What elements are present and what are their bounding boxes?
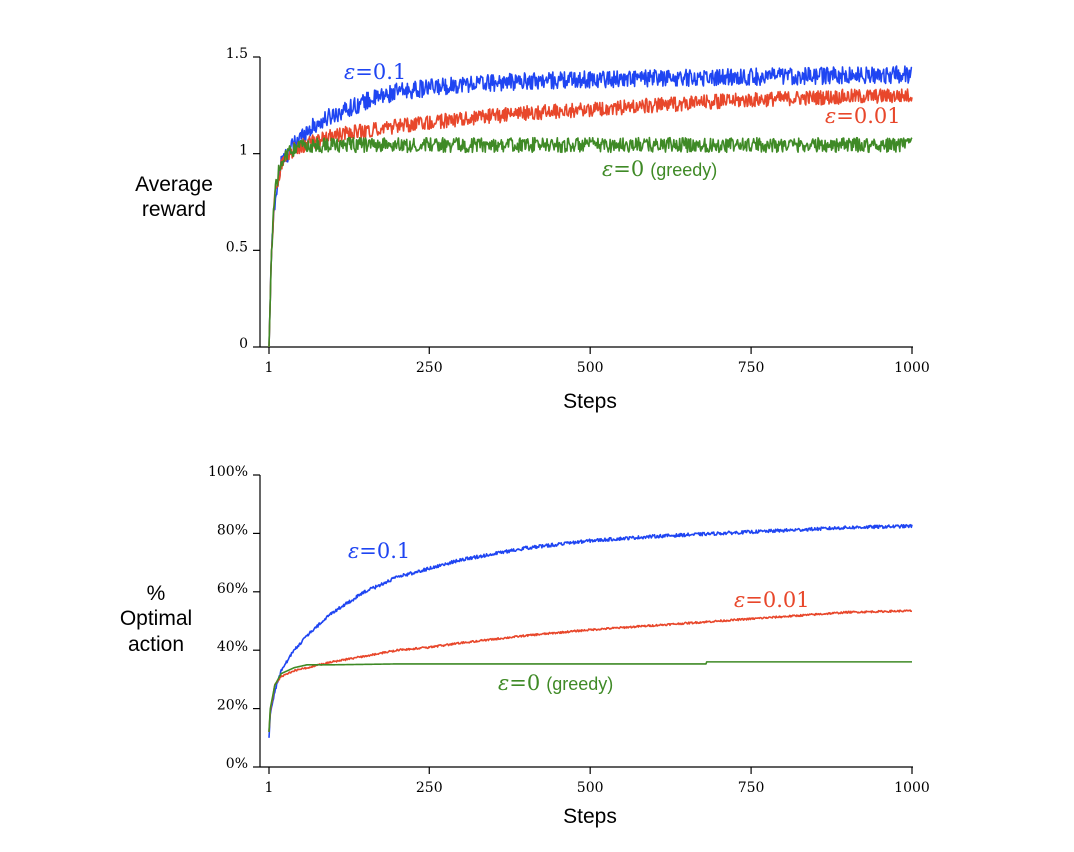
series-label-epsilon-0.1: ε=0.1 (344, 60, 406, 84)
series-line--0.01 (268, 88, 913, 348)
y-tick-label: 1 (239, 143, 248, 159)
series-line--0.01 (268, 609, 913, 733)
greedy-suffix: (greedy) (546, 674, 613, 694)
y-tick-label: 60% (217, 581, 248, 597)
series-label-epsilon-0-greedy: ε=0 (greedy) (498, 671, 613, 695)
y-tick-label: 0% (226, 756, 248, 772)
epsilon-symbol: ε (498, 671, 509, 695)
optimal-action-chart: 0%20%40%60%80%100% 1 250 500 750 1000 Steps … (120, 464, 930, 828)
y-tick-label: 0.5 (226, 239, 248, 255)
equals-sign: = (509, 671, 527, 695)
y-axis-label-line-1: Average (135, 173, 213, 196)
x-tick-label: 250 (416, 360, 443, 376)
series-line--0.1 (268, 65, 913, 348)
y-axis-label-line-2: reward (142, 198, 206, 221)
equals-sign: = (613, 157, 631, 181)
epsilon-symbol: ε (344, 60, 355, 84)
series-line--0-greedy- (268, 661, 913, 733)
epsilon-symbol: ε (825, 104, 836, 128)
x-axis-label: Steps (563, 805, 617, 828)
y-tick-label: 40% (217, 639, 248, 655)
y-axis-label-line-2: Optimal (120, 607, 192, 630)
x-axis-label: Steps (563, 390, 617, 413)
average-reward-chart: 0 0.5 1 1.5 1 250 500 750 1000 Steps Average re… (135, 46, 930, 413)
x-tick-label: 500 (577, 780, 604, 796)
x-tick-label: 500 (577, 360, 604, 376)
equals-sign: = (745, 588, 763, 612)
x-tick-label: 750 (738, 360, 765, 376)
y-tick-label: 20% (217, 698, 248, 714)
epsilon-value: 0.1 (373, 60, 406, 84)
x-tick-label: 1000 (894, 360, 930, 376)
series-line--0-greedy- (268, 136, 913, 348)
epsilon-value: 0.01 (854, 104, 901, 128)
y-tick-label: 100% (208, 464, 248, 480)
x-tick-label: 750 (738, 780, 765, 796)
epsilon-symbol: ε (602, 157, 613, 181)
x-tick-label: 250 (416, 780, 443, 796)
epsilon-value: 0 (631, 157, 644, 181)
epsilon-symbol: ε (348, 539, 359, 563)
y-tick-label: 0 (239, 336, 248, 352)
equals-sign: = (359, 539, 377, 563)
x-tick-label: 1 (265, 780, 274, 796)
epsilon-value: 0 (527, 671, 540, 695)
x-tick-label: 1 (265, 360, 274, 376)
epsilon-symbol: ε (734, 588, 745, 612)
series-label-epsilon-0.01: ε=0.01 (734, 588, 810, 612)
epsilon-value: 0.01 (763, 588, 810, 612)
series-label-epsilon-0.01: ε=0.01 (825, 104, 901, 128)
y-axis-label-line-3: action (128, 633, 184, 656)
x-tick-label: 1000 (894, 780, 930, 796)
series-line--0.1 (268, 523, 913, 738)
equals-sign: = (355, 60, 373, 84)
y-tick-label: 80% (217, 522, 248, 538)
series-label-epsilon-0-greedy: ε=0 (greedy) (602, 157, 717, 181)
y-axis-label-line-1: % (147, 582, 166, 605)
equals-sign: = (836, 104, 854, 128)
y-tick-label: 1.5 (226, 46, 248, 62)
epsilon-value: 0.1 (377, 539, 410, 563)
greedy-suffix: (greedy) (650, 160, 717, 180)
series-label-epsilon-0.1: ε=0.1 (348, 539, 410, 563)
